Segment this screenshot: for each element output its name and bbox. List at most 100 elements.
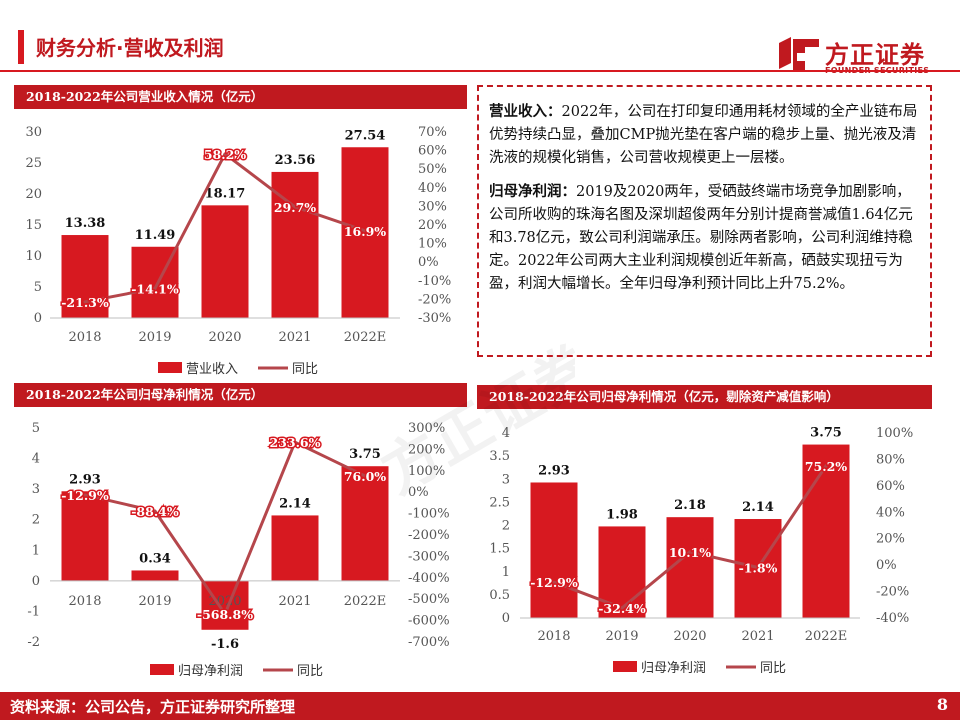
chart-1-bar	[341, 147, 389, 318]
chart-3-bar-value-label: 1.98	[606, 507, 638, 522]
chart-2-bar	[341, 466, 389, 581]
chart-1-yoy-point	[293, 205, 297, 209]
chart-3-y-right-tick: 100%	[876, 426, 913, 441]
chart-3-legend-bar-label: 归母净利润	[641, 661, 706, 676]
commentary-box: 营业收入：2022年，公司在打印复印通用耗材领域的全产业链布局优势持续凸显，叠加…	[477, 85, 932, 357]
chart-1-y-right-tick: 10%	[418, 237, 447, 252]
chart-1-y-right-tick: 30%	[418, 199, 447, 214]
chart-3-category-label: 2021	[741, 629, 774, 644]
chart-1-y-left-tick: 30	[25, 125, 42, 140]
chart-3-y-right-tick: 0%	[876, 558, 897, 573]
profit-text: 2019及2020两年，受硒鼓终端市场竞争加剧影响，公司所收购的珠海名图及深圳超…	[489, 183, 913, 293]
chart-3-bar-value-label: 2.93	[538, 463, 570, 478]
chart-3-y-left-tick: 1	[502, 565, 510, 580]
chart-2-bar-value-label: 0.34	[139, 551, 171, 566]
chart-2-y-left-tick: 5	[32, 421, 40, 436]
chart-2-y-left-tick: 0	[32, 574, 40, 589]
chart-3-yoy-point	[824, 464, 828, 468]
profit-heading: 归母净利润：	[489, 183, 576, 200]
chart-2-yoy-label: 233.6%	[269, 435, 320, 450]
chart-2-yoy-label: -568.8%	[197, 607, 253, 622]
page-number: 8	[936, 695, 948, 714]
chart-2-category-label: 2021	[278, 594, 311, 609]
chart-3-y-left-tick: 0.5	[489, 588, 510, 603]
chart-1-yoy-label: -21.3%	[61, 295, 109, 310]
chart-2-yoy-point	[83, 493, 87, 497]
chart-3-y-left-tick: 3.5	[489, 449, 510, 464]
chart-2-y-left-tick: 1	[32, 543, 40, 558]
chart-1-category-label: 2018	[68, 330, 101, 345]
chart-2-yoy-point	[223, 612, 227, 616]
chart-3-yoy-point	[620, 606, 624, 610]
chart-3-yoy-label: 75.2%	[805, 459, 847, 474]
chart-1-title: 2018-2022年公司营业收入情况（亿元）	[14, 85, 467, 109]
chart-2-bar	[271, 515, 319, 581]
chart-1-yoy-label: 58.2%	[204, 147, 246, 162]
chart-3-legend-bar-swatch	[613, 661, 637, 672]
watermark: 方正证券	[370, 331, 575, 505]
chart-1-yoy-label: 16.9%	[344, 224, 386, 239]
chart-1-bar	[61, 235, 109, 318]
page-title: 财务分析·营收及利润	[36, 36, 224, 60]
chart-1-bar-value-label: 27.54	[345, 128, 386, 143]
chart-1-y-left-tick: 5	[34, 280, 42, 295]
chart-2-yoy-point	[153, 509, 157, 513]
chart-2-bar	[61, 491, 109, 581]
footer-bar: 资料来源：公司公告，方正证券研究所整理 8	[0, 692, 960, 720]
chart-1-y-right-tick: -30%	[418, 311, 451, 326]
chart-2-y-right-tick: 200%	[408, 442, 445, 457]
chart-2-category-label: 2022E	[344, 594, 387, 609]
chart-2-y-right-tick: -500%	[408, 592, 450, 607]
chart-1-y-left-tick: 10	[25, 249, 42, 264]
chart-3-bar	[666, 517, 714, 618]
footer-source: 资料来源：公司公告，方正证券研究所整理	[10, 698, 296, 716]
chart-2-y-right-tick: -400%	[408, 571, 450, 586]
chart-2-category-label: 2020	[208, 594, 241, 609]
chart-3-y-left-tick: 2.5	[489, 495, 510, 510]
chart-1-yoy-point	[363, 229, 367, 233]
title-accent-bar	[18, 30, 24, 64]
chart-1-y-left-tick: 0	[34, 311, 42, 326]
chart-2-bar-value-label: 2.14	[279, 496, 311, 511]
chart-2-y-right-tick: -600%	[408, 614, 450, 629]
chart-2-y-right-tick: -100%	[408, 507, 450, 522]
chart-2-category-label: 2019	[138, 594, 171, 609]
chart-3-yoy-label: -1.8%	[739, 561, 778, 576]
chart-3-legend-line-label: 同比	[760, 661, 786, 676]
chart-2-y-left-tick: -1	[27, 604, 40, 619]
chart-3-y-right-tick: 40%	[876, 505, 905, 520]
chart-1-y-right-tick: -20%	[418, 292, 451, 307]
chart-3-y-left-tick: 1.5	[489, 542, 510, 557]
chart-1-y-right-tick: 0%	[418, 255, 439, 270]
chart-2-y-left-tick: -2	[27, 635, 40, 650]
header-divider	[0, 70, 960, 72]
chart-3-y-right-tick: 20%	[876, 532, 905, 547]
chart-2-legend-bar-swatch	[150, 664, 174, 675]
chart-2-bar	[131, 570, 179, 581]
chart-1-bar-value-label: 18.17	[205, 186, 246, 201]
chart-1-y-right-tick: 50%	[418, 162, 447, 177]
chart-2-bar-value-label: -1.6	[211, 637, 239, 652]
chart-2-legend-bar-label: 归母净利润	[178, 664, 243, 679]
chart-1-yoy-point	[153, 286, 157, 290]
chart-1-category-label: 2020	[208, 330, 241, 345]
chart-1-yoy-point	[223, 152, 227, 156]
chart-3-y-right-tick: -20%	[876, 585, 909, 600]
chart-1-legend-bar-swatch	[158, 362, 182, 373]
chart-1-category-label: 2021	[278, 330, 311, 345]
chart-3-y-right-tick: 80%	[876, 452, 905, 467]
chart-3-category-label: 2020	[673, 629, 706, 644]
chart-1-yoy-label: -14.1%	[131, 281, 179, 296]
chart-1-legend-line-label: 同比	[292, 362, 318, 377]
chart-2-y-right-tick: 300%	[408, 421, 445, 436]
chart-2-yoy-point	[293, 440, 297, 444]
chart-3-yoy-point	[756, 566, 760, 570]
chart-1-y-right-tick: 60%	[418, 144, 447, 159]
chart-3-yoy-label: -12.9%	[530, 575, 578, 590]
chart-3-category-label: 2018	[537, 629, 570, 644]
chart-1-y-left-tick: 25	[25, 156, 42, 171]
chart-2-category-label: 2018	[68, 594, 101, 609]
chart-1-bar	[201, 205, 249, 318]
chart-1-yoy-point	[83, 300, 87, 304]
founder-logo-icon	[779, 37, 819, 71]
